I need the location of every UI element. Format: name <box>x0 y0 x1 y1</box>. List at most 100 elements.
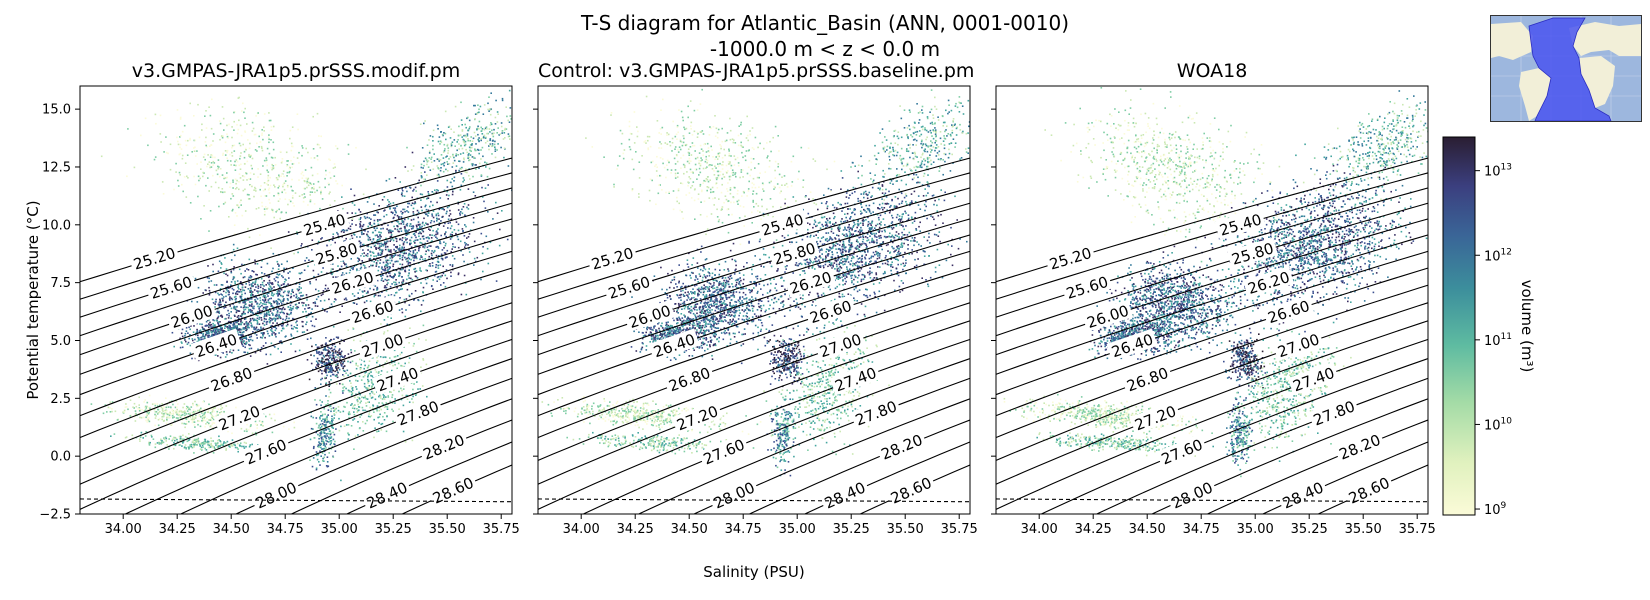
volume-bin <box>332 276 334 278</box>
volume-bin <box>321 361 324 363</box>
volume-bin <box>379 364 381 366</box>
volume-bin <box>227 430 229 433</box>
volume-bin <box>363 255 365 257</box>
volume-bin <box>332 357 334 359</box>
volume-bin <box>196 444 198 446</box>
volume-bin <box>443 241 445 243</box>
volume-bin <box>350 404 352 406</box>
volume-bin <box>402 243 405 246</box>
volume-bin <box>386 323 389 326</box>
volume-bin <box>185 407 188 409</box>
volume-bin <box>394 355 397 358</box>
volume-bin <box>129 399 132 401</box>
volume-bin <box>489 241 492 244</box>
volume-bin <box>376 219 379 221</box>
volume-bin <box>366 216 369 219</box>
volume-bin <box>247 322 250 325</box>
volume-bin <box>231 329 233 331</box>
volume-bin <box>263 332 265 334</box>
volume-bin <box>326 435 328 437</box>
volume-bin <box>248 310 250 312</box>
volume-bin <box>164 409 166 412</box>
volume-bin <box>225 268 228 270</box>
volume-bin <box>347 227 350 230</box>
volume-bin <box>461 208 463 211</box>
volume-bin <box>361 406 364 409</box>
volume-bin <box>193 452 195 454</box>
volume-bin <box>303 269 306 271</box>
volume-bin <box>343 375 345 377</box>
volume-bin <box>386 408 389 410</box>
volume-bin <box>271 333 273 335</box>
volume-bin <box>222 296 225 298</box>
volume-bin <box>249 355 252 357</box>
volume-bin <box>389 275 392 278</box>
volume-bin <box>193 147 195 149</box>
volume-bin <box>368 217 371 219</box>
volume-bin <box>135 405 138 408</box>
volume-bin <box>215 415 218 417</box>
volume-bin <box>254 351 257 354</box>
volume-bin <box>233 266 235 268</box>
volume-bin <box>395 291 398 294</box>
volume-bin <box>324 348 326 350</box>
volume-bin <box>359 221 362 223</box>
volume-bin <box>390 251 392 253</box>
volume-bin <box>206 165 208 168</box>
volume-bin <box>322 429 324 431</box>
volume-bin <box>350 188 352 190</box>
volume-bin <box>200 332 203 334</box>
volume-bin <box>125 436 128 438</box>
volume-bin <box>440 284 442 286</box>
volume-bin <box>309 459 311 461</box>
volume-bin <box>226 326 229 328</box>
volume-bin <box>421 235 424 238</box>
volume-bin <box>336 374 338 376</box>
volume-bin <box>407 260 409 262</box>
volume-bin <box>365 387 367 389</box>
volume-bin <box>307 304 310 306</box>
volume-bin <box>336 371 339 374</box>
volume-bin <box>245 325 247 328</box>
volume-bin <box>382 244 384 247</box>
volume-bin <box>472 217 475 219</box>
volume-bin <box>306 329 309 331</box>
volume-bin <box>217 446 220 449</box>
volume-bin <box>328 357 331 359</box>
volume-bin <box>207 409 210 412</box>
volume-bin <box>326 369 329 371</box>
volume-bin <box>420 206 423 208</box>
volume-bin <box>400 285 402 288</box>
volume-bin <box>212 416 215 418</box>
volume-bin <box>168 448 170 450</box>
volume-bin <box>188 447 190 449</box>
volume-bin <box>266 170 269 173</box>
volume-bin <box>269 308 271 310</box>
volume-bin <box>246 268 248 270</box>
volume-bin <box>212 418 215 421</box>
volume-bin <box>435 264 438 266</box>
volume-bin <box>248 178 250 180</box>
volume-bin <box>138 438 141 440</box>
volume-bin <box>397 216 400 218</box>
volume-bin <box>380 235 382 238</box>
volume-bin <box>310 337 312 340</box>
volume-bin <box>349 269 352 272</box>
volume-bin <box>116 419 119 421</box>
volume-bin <box>333 348 336 351</box>
volume-bin <box>249 344 251 347</box>
volume-bin <box>209 321 211 324</box>
volume-bin <box>382 268 384 271</box>
volume-bin <box>349 238 351 241</box>
volume-bin <box>205 449 208 451</box>
volume-bin <box>401 247 403 250</box>
volume-bin <box>143 401 145 403</box>
volume-bin <box>233 327 236 330</box>
volume-bin <box>246 123 248 125</box>
volume-bin <box>207 440 210 443</box>
volume-bin <box>325 437 328 440</box>
volume-bin <box>169 411 171 414</box>
volume-bin <box>347 360 349 363</box>
volume-bin <box>425 269 427 271</box>
volume-bin <box>206 331 209 333</box>
